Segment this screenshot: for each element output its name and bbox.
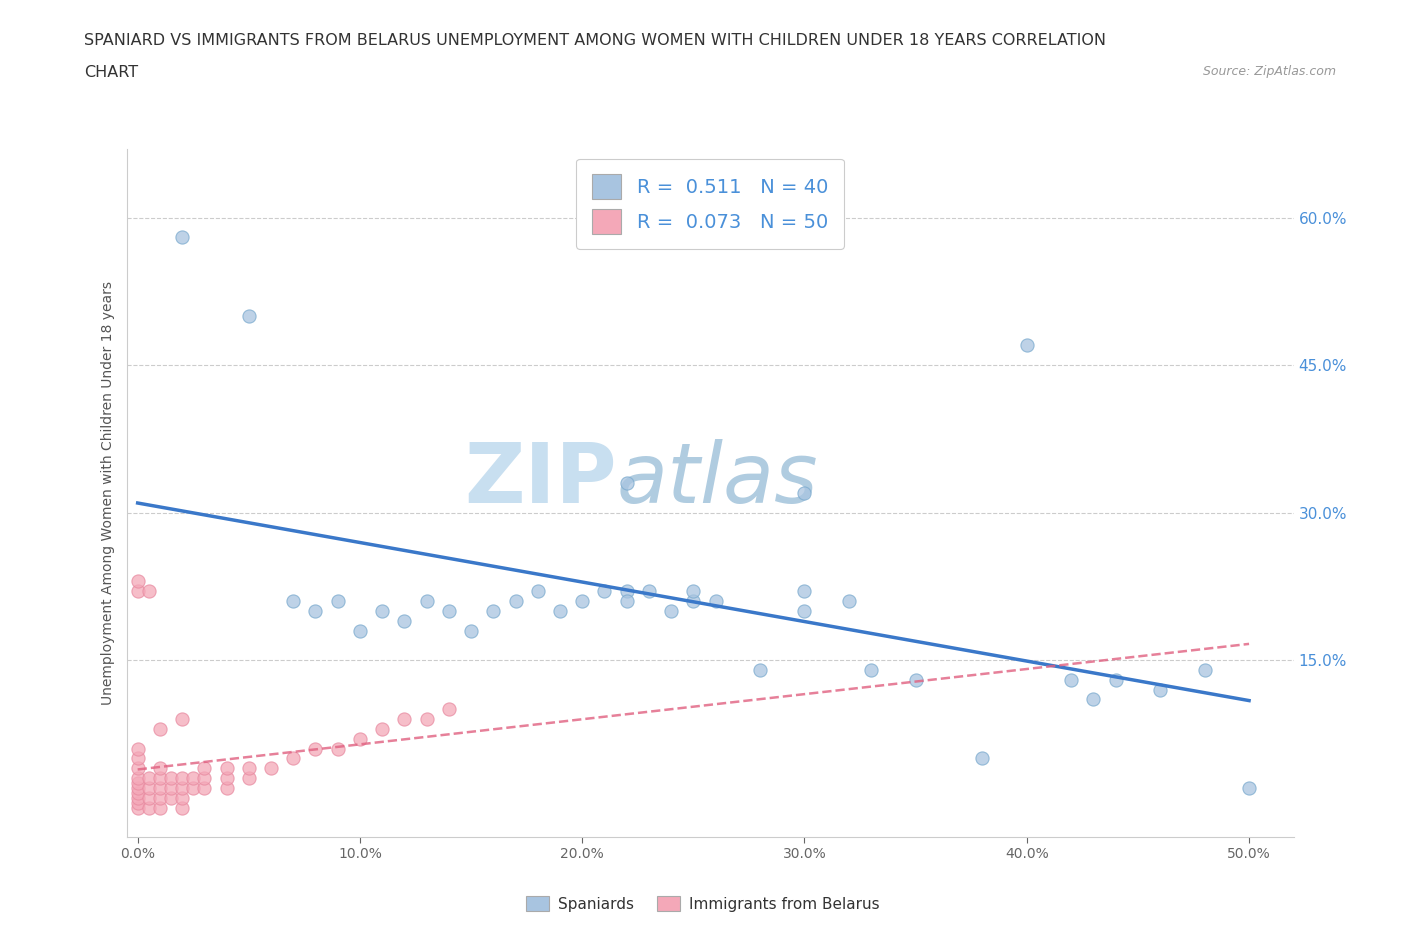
Point xyxy=(127,761,149,776)
Point xyxy=(526,584,548,599)
Point xyxy=(505,593,527,608)
Point xyxy=(172,771,194,786)
Point xyxy=(181,771,204,786)
Point xyxy=(127,584,149,599)
Point xyxy=(238,761,260,776)
Point xyxy=(127,780,149,795)
Point xyxy=(127,741,149,756)
Point xyxy=(482,604,505,618)
Point xyxy=(682,584,704,599)
Point xyxy=(149,800,172,815)
Point xyxy=(1194,662,1216,677)
Point xyxy=(172,711,194,726)
Point xyxy=(1015,338,1038,352)
Point xyxy=(172,230,194,245)
Text: SPANIARD VS IMMIGRANTS FROM BELARUS UNEMPLOYMENT AMONG WOMEN WITH CHILDREN UNDER: SPANIARD VS IMMIGRANTS FROM BELARUS UNEM… xyxy=(84,33,1107,47)
Point xyxy=(616,475,638,490)
Point xyxy=(304,741,326,756)
Text: Source: ZipAtlas.com: Source: ZipAtlas.com xyxy=(1202,65,1336,78)
Point xyxy=(149,780,172,795)
Point xyxy=(138,584,160,599)
Point xyxy=(283,593,305,608)
Point xyxy=(127,751,149,765)
Point xyxy=(127,574,149,589)
Point xyxy=(437,604,460,618)
Point xyxy=(160,780,183,795)
Point xyxy=(437,702,460,717)
Text: CHART: CHART xyxy=(84,65,138,80)
Point xyxy=(215,780,238,795)
Point xyxy=(904,672,927,687)
Point xyxy=(326,593,349,608)
Point xyxy=(793,604,815,618)
Point xyxy=(127,771,149,786)
Legend: Spaniards, Immigrants from Belarus: Spaniards, Immigrants from Belarus xyxy=(520,889,886,918)
Point xyxy=(193,771,215,786)
Point xyxy=(238,309,260,324)
Text: ZIP: ZIP xyxy=(464,439,617,520)
Point xyxy=(415,593,437,608)
Point xyxy=(127,785,149,800)
Point xyxy=(326,741,349,756)
Point xyxy=(638,584,661,599)
Legend: R =  0.511   N = 40, R =  0.073   N = 50: R = 0.511 N = 40, R = 0.073 N = 50 xyxy=(576,158,844,249)
Point xyxy=(193,761,215,776)
Point xyxy=(149,761,172,776)
Point xyxy=(349,623,371,638)
Point xyxy=(160,790,183,805)
Point xyxy=(1237,780,1260,795)
Point xyxy=(415,711,437,726)
Point xyxy=(283,751,305,765)
Point xyxy=(172,790,194,805)
Point xyxy=(838,593,860,608)
Point xyxy=(1083,692,1105,707)
Point xyxy=(138,800,160,815)
Point xyxy=(548,604,571,618)
Point xyxy=(304,604,326,618)
Point xyxy=(149,722,172,737)
Point xyxy=(215,761,238,776)
Point xyxy=(616,593,638,608)
Point xyxy=(172,800,194,815)
Point xyxy=(138,780,160,795)
Point xyxy=(793,485,815,500)
Point xyxy=(593,584,616,599)
Point xyxy=(260,761,283,776)
Point xyxy=(138,790,160,805)
Point xyxy=(149,771,172,786)
Point xyxy=(616,584,638,599)
Point xyxy=(1060,672,1083,687)
Point xyxy=(181,780,204,795)
Point xyxy=(394,711,416,726)
Point xyxy=(127,790,149,805)
Point xyxy=(138,771,160,786)
Point xyxy=(160,771,183,786)
Point xyxy=(193,780,215,795)
Point xyxy=(149,790,172,805)
Point xyxy=(127,776,149,790)
Point xyxy=(659,604,682,618)
Y-axis label: Unemployment Among Women with Children Under 18 years: Unemployment Among Women with Children U… xyxy=(101,281,115,705)
Point xyxy=(1149,682,1171,697)
Point xyxy=(571,593,593,608)
Point xyxy=(127,800,149,815)
Text: atlas: atlas xyxy=(617,439,818,520)
Point xyxy=(1105,672,1128,687)
Point xyxy=(349,731,371,746)
Point xyxy=(704,593,727,608)
Point xyxy=(793,584,815,599)
Point xyxy=(682,593,704,608)
Point xyxy=(860,662,883,677)
Point xyxy=(371,604,394,618)
Point xyxy=(127,795,149,810)
Point xyxy=(371,722,394,737)
Point xyxy=(394,613,416,628)
Point xyxy=(238,771,260,786)
Point xyxy=(972,751,994,765)
Point xyxy=(215,771,238,786)
Point xyxy=(172,780,194,795)
Point xyxy=(749,662,772,677)
Point xyxy=(460,623,482,638)
